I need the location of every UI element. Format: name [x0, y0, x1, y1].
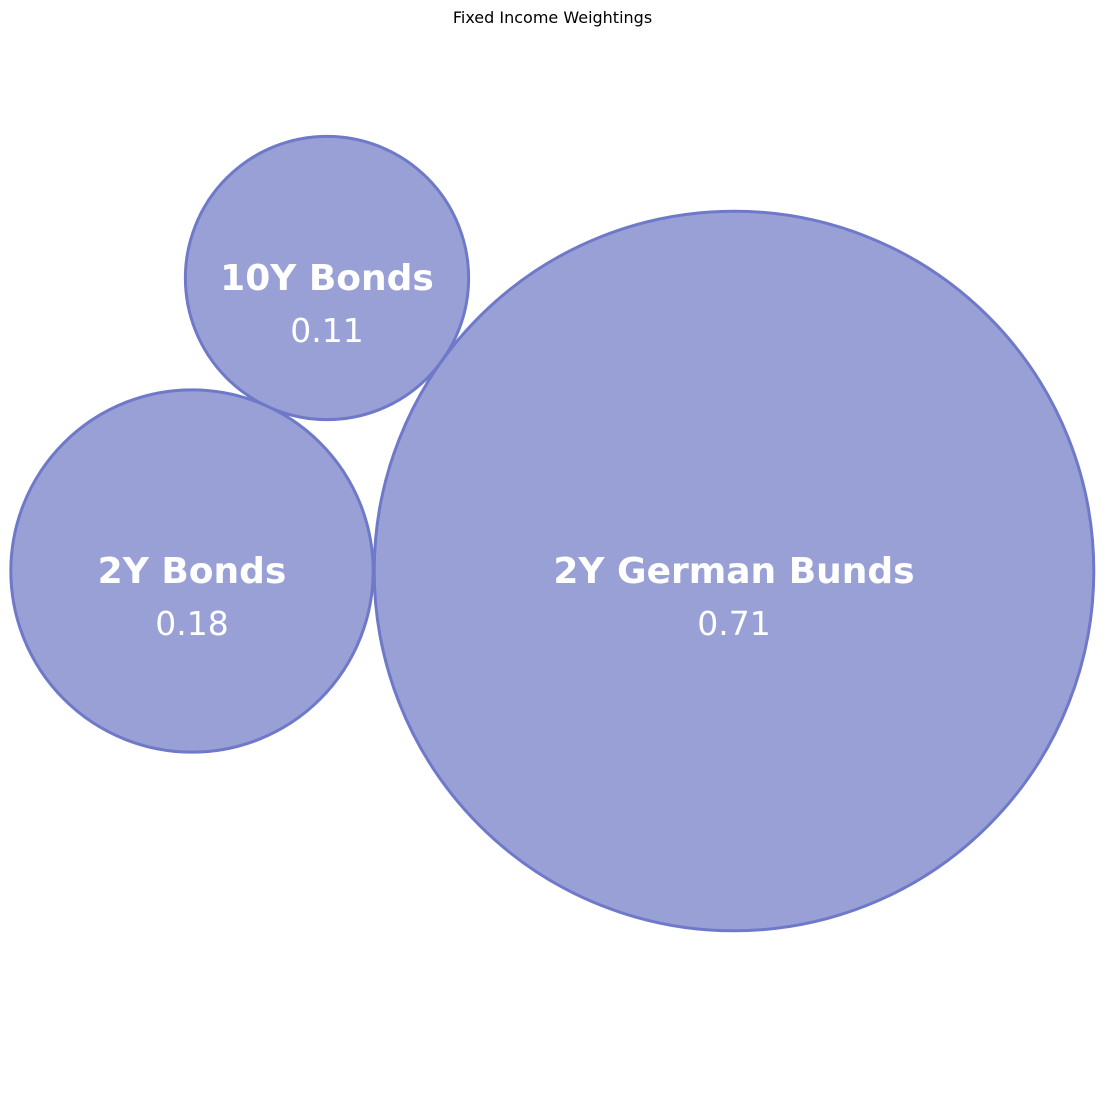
chart-title: Fixed Income Weightings	[452, 8, 653, 27]
bubble-value-2y-german-bunds: 0.71	[697, 604, 770, 643]
bubble-label-2y-bonds: 2Y Bonds	[98, 551, 287, 592]
bubble-value-10y-bonds: 0.11	[290, 311, 363, 350]
bubble-10y-bonds: 10Y Bonds 0.11	[183, 134, 471, 422]
bubble-circle-2y-german-bunds	[372, 209, 1096, 933]
bubble-value-2y-bonds: 0.18	[155, 604, 228, 643]
bubble-label-2y-german-bunds: 2Y German Bunds	[553, 551, 914, 592]
bubble-2y-german-bunds: 2Y German Bunds 0.71	[372, 209, 1096, 933]
bubble-label-10y-bonds: 10Y Bonds	[220, 258, 434, 299]
bubble-2y-bonds: 2Y Bonds 0.18	[9, 388, 375, 754]
bubble-circle-10y-bonds	[183, 134, 471, 422]
